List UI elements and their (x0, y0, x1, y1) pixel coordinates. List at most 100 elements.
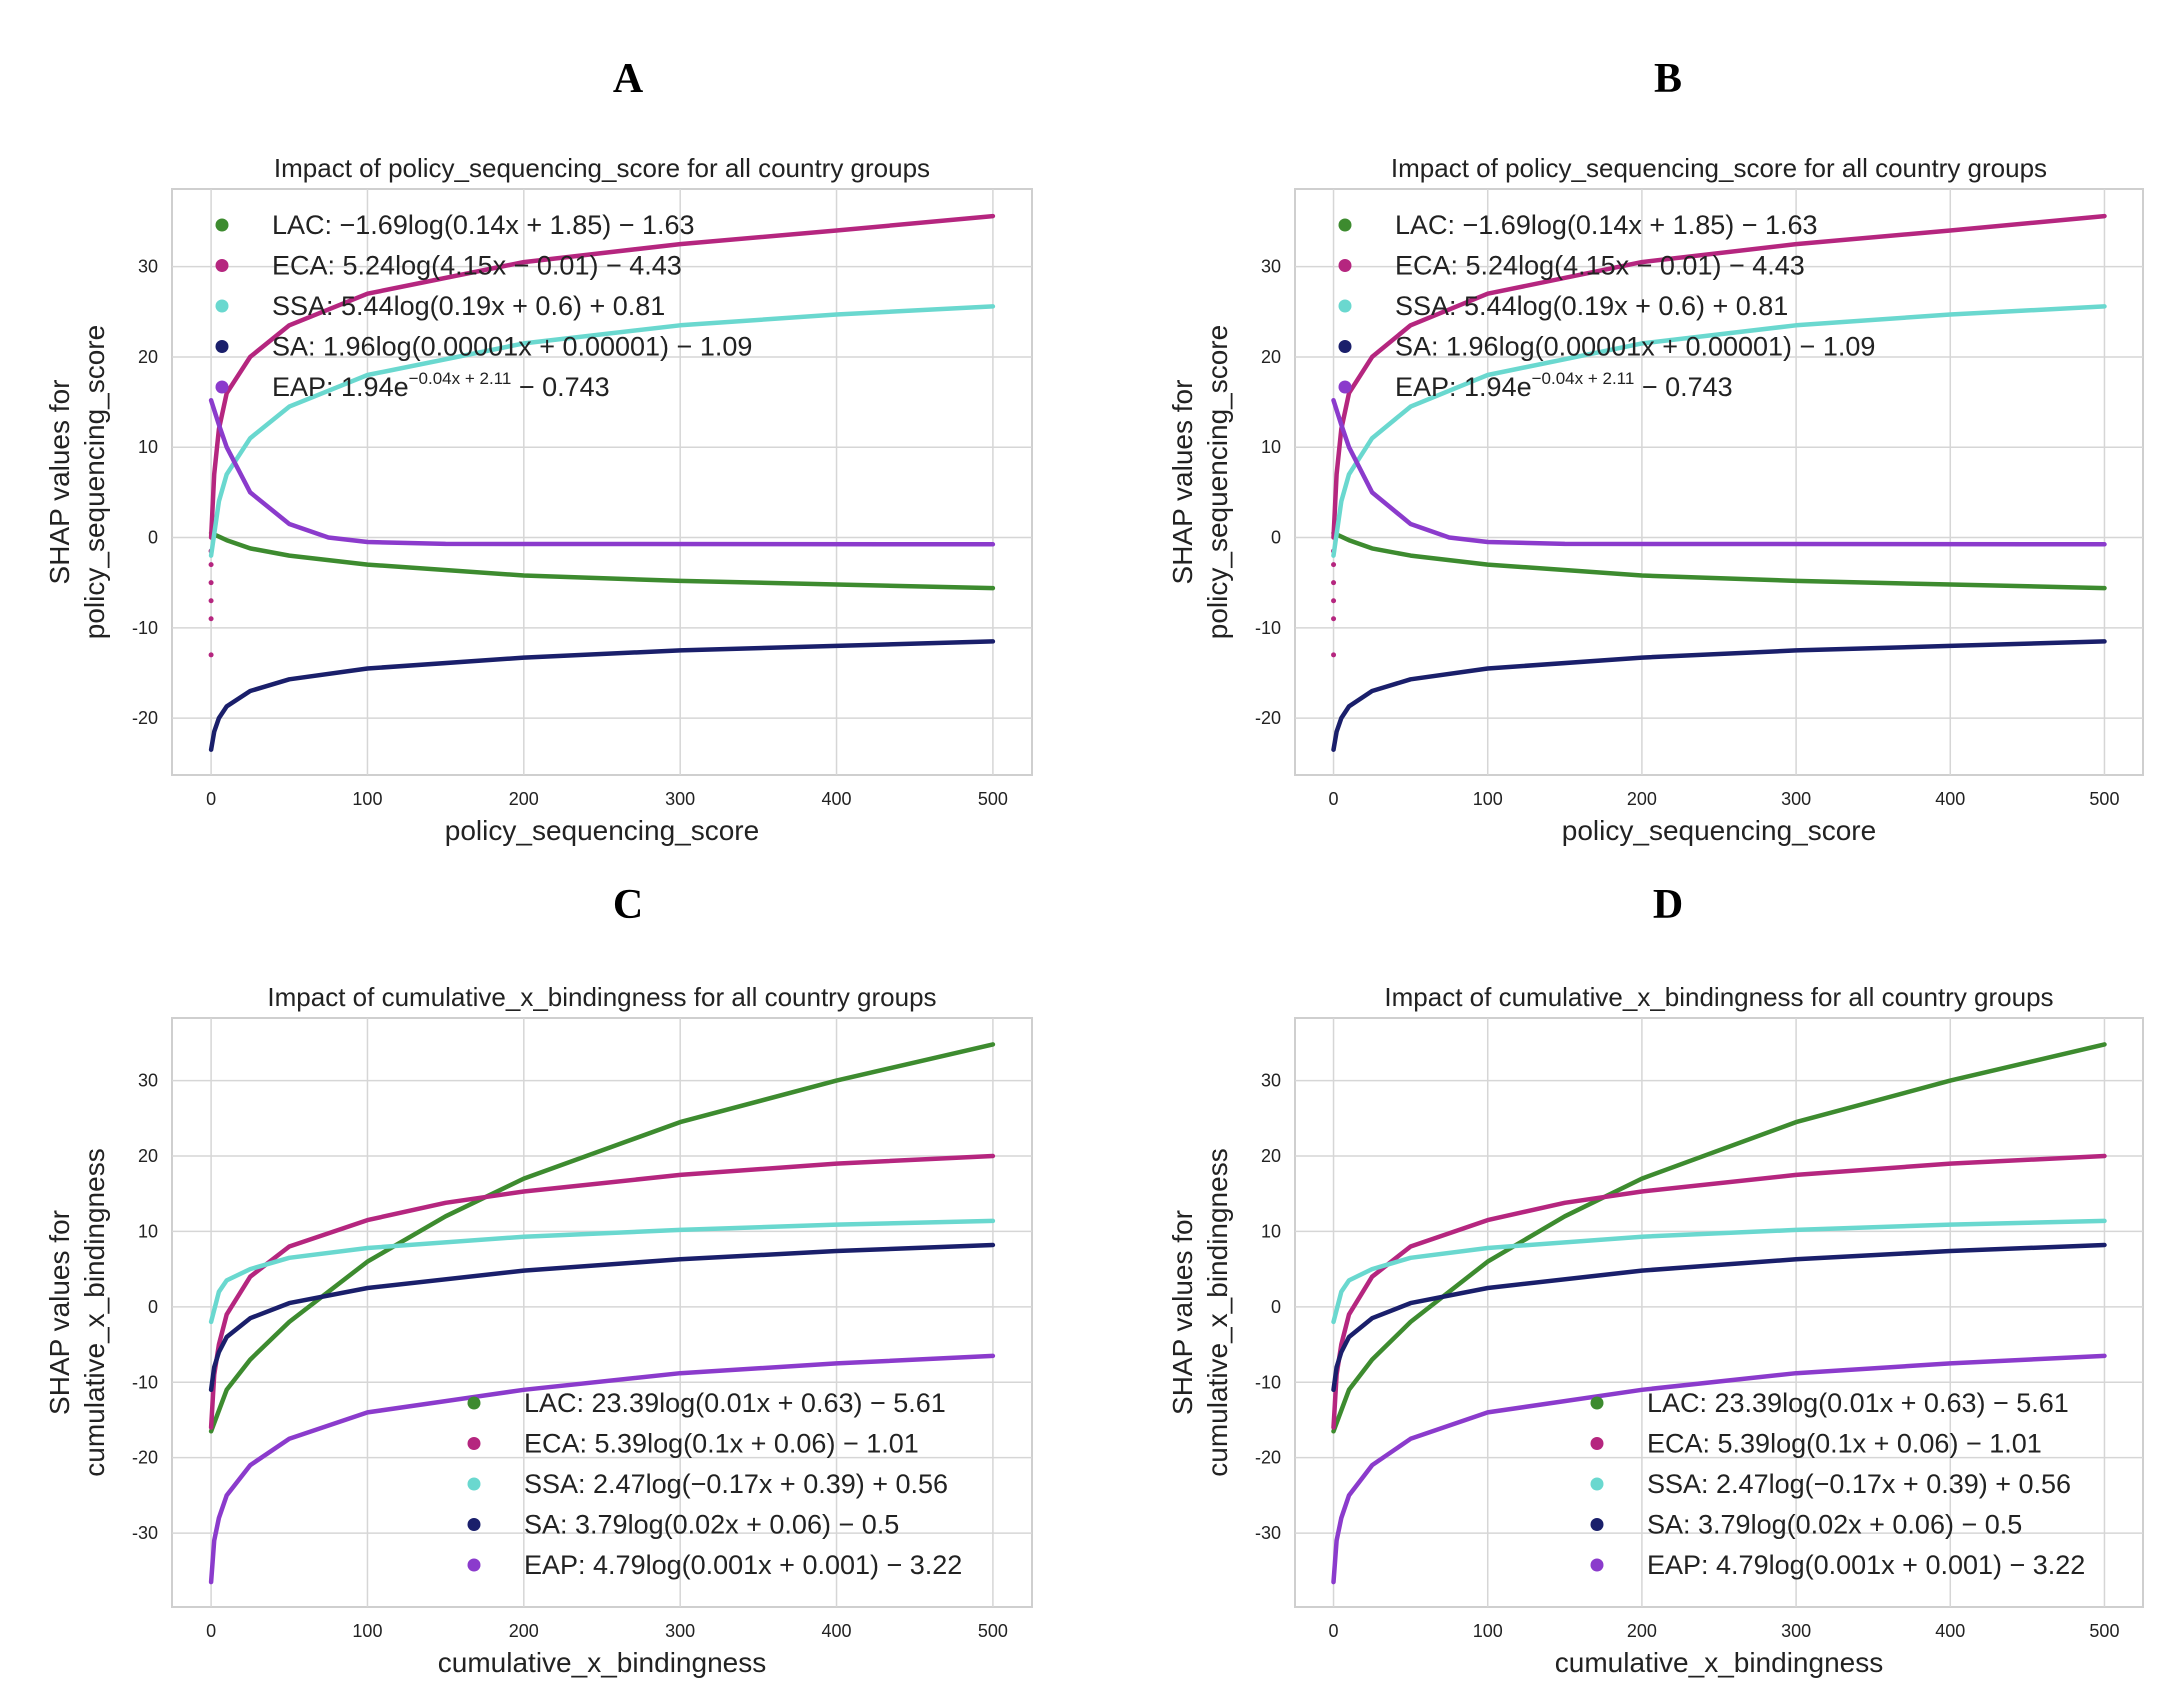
y-tick-label: -30 (132, 1523, 158, 1543)
legend-text: ECA: 5.24log(4.15x − 0.01) − 4.43 (272, 251, 682, 281)
x-tick-label: 300 (665, 1621, 695, 1641)
series-line-eap (1331, 1353, 2107, 1585)
legend-text: EAP: 4.79log(0.001x + 0.001) − 3.22 (524, 1550, 962, 1580)
chart-title: Impact of cumulative_x_bindingness for a… (267, 982, 936, 1012)
series-line-sa (1331, 1242, 2107, 1393)
legend-entry-ssa: SSA: 5.44log(0.19x + 0.6) + 0.81 (272, 291, 665, 321)
legend-marker-lac (467, 1396, 481, 1410)
series-line-sa (208, 639, 996, 752)
legend-entry-eca: ECA: 5.39log(0.1x + 0.06) − 1.01 (1647, 1429, 2042, 1459)
legend-entry-ssa: SSA: 2.47log(−0.17x + 0.39) + 0.56 (524, 1469, 948, 1499)
x-tick-label: 500 (978, 1621, 1008, 1641)
y-tick-label: -10 (1255, 618, 1281, 638)
legend-marker-lac (1338, 218, 1352, 232)
panel-letter: C (613, 882, 643, 928)
panel-c: C Impact of cumulative_x_bindingness for … (44, 882, 1033, 1678)
y-axis-label-line2: policy_sequencing_score (1202, 325, 1233, 639)
data-point-eca (208, 562, 214, 568)
series-line-eap (208, 1353, 996, 1585)
legend-marker-ssa (1338, 299, 1352, 313)
legend-entry-eap: EAP: 1.94e−0.04x + 2.11 − 0.743 (272, 369, 610, 402)
y-tick-label: 20 (138, 347, 158, 367)
x-tick-label: 200 (509, 1621, 539, 1641)
x-tick-label: 200 (509, 789, 539, 809)
legend-marker-ssa (215, 299, 229, 313)
x-tick-label: 500 (2089, 789, 2119, 809)
x-tick-label: 400 (1935, 1621, 1965, 1641)
legend-text: SA: 3.79log(0.02x + 0.06) − 0.5 (524, 1510, 899, 1540)
legend-entry-sa: SA: 1.96log(0.00001x + 0.00001) − 1.09 (1395, 332, 1875, 362)
series-line-lac (208, 1042, 996, 1434)
y-axis-label-line2: cumulative_x_bindingness (79, 1148, 110, 1476)
legend-text: EAP: 4.79log(0.001x + 0.001) − 3.22 (1647, 1550, 2085, 1580)
y-tick-label: -30 (1255, 1523, 1281, 1543)
legend-text: SSA: 5.44log(0.19x + 0.6) + 0.81 (1395, 291, 1788, 321)
data-point-eca (1331, 580, 1337, 586)
y-tick-label: 10 (1261, 1221, 1281, 1241)
legend-marker-eca (467, 1437, 481, 1450)
y-axis-label-line1: SHAP values for (1167, 1210, 1198, 1415)
y-tick-label: 0 (148, 528, 158, 548)
legend-text: ECA: 5.24log(4.15x − 0.01) − 4.43 (1395, 251, 1805, 281)
x-tick-label: 300 (1781, 789, 1811, 809)
x-tick-label: 100 (1473, 1621, 1503, 1641)
series-line-lac (208, 530, 996, 591)
series-line-ssa (1331, 1218, 2107, 1325)
legend-tail: − 0.743 (511, 372, 609, 402)
x-tick-label: 0 (1329, 789, 1339, 809)
legend-marker-eca (215, 259, 229, 272)
y-axis-label-line1: SHAP values for (1167, 380, 1198, 585)
legend-marker-lac (1590, 1396, 1604, 1410)
y-tick-label: 0 (1271, 528, 1281, 548)
legend-marker-eca (1338, 259, 1352, 272)
legend-entry-eap: EAP: 1.94e−0.04x + 2.11 − 0.743 (1395, 369, 1733, 402)
x-tick-label: 500 (978, 789, 1008, 809)
legend-entry-sa: SA: 3.79log(0.02x + 0.06) − 0.5 (1647, 1510, 2022, 1540)
panel-letter: D (1653, 882, 1683, 928)
legend-text: LAC: 23.39log(0.01x + 0.63) − 5.61 (524, 1388, 946, 1418)
series-line-eap (208, 398, 996, 547)
legend-text: LAC: −1.69log(0.14x + 1.85) − 1.63 (272, 210, 695, 240)
legend-text: ECA: 5.39log(0.1x + 0.06) − 1.01 (524, 1429, 919, 1459)
y-tick-label: 30 (138, 257, 158, 277)
series-line-ssa (208, 1218, 996, 1325)
x-tick-label: 300 (1781, 1621, 1811, 1641)
legend-text: LAC: 23.39log(0.01x + 0.63) − 5.61 (1647, 1388, 2069, 1418)
legend-text: SSA: 5.44log(0.19x + 0.6) + 0.81 (272, 291, 665, 321)
plot-area (1294, 1017, 2144, 1608)
panel-letter: A (613, 56, 644, 102)
x-tick-label: 300 (665, 789, 695, 809)
series-line-eca (208, 213, 996, 540)
y-axis-label-line2: cumulative_x_bindingness (1202, 1148, 1233, 1476)
panel-d: D Impact of cumulative_x_bindingness for … (1167, 882, 2144, 1678)
y-axis-label-line1: SHAP values for (44, 1210, 75, 1415)
legend-text: LAC: −1.69log(0.14x + 1.85) − 1.63 (1395, 210, 1818, 240)
y-axis-label-line2: policy_sequencing_score (79, 325, 110, 639)
chart-title: Impact of policy_sequencing_score for al… (274, 153, 930, 183)
data-point-eca (1331, 652, 1337, 658)
x-tick-label: 100 (352, 1621, 382, 1641)
series-line-ssa (1331, 304, 2107, 558)
chart-title: Impact of policy_sequencing_score for al… (1391, 153, 2047, 183)
y-tick-label: 30 (1261, 257, 1281, 277)
legend-entry-lac: LAC: 23.39log(0.01x + 0.63) − 5.61 (1647, 1388, 2069, 1418)
x-tick-label: 0 (206, 1621, 216, 1641)
legend-marker-sa (467, 1518, 481, 1531)
legend-marker-sa (215, 340, 229, 353)
y-tick-label: 30 (138, 1071, 158, 1091)
x-tick-label: 100 (352, 789, 382, 809)
legend-marker-lac (215, 218, 229, 232)
series-line-eca (1331, 213, 2107, 540)
x-tick-label: 0 (1329, 1621, 1339, 1641)
data-point-eca (208, 580, 214, 586)
chart-title: Impact of cumulative_x_bindingness for a… (1384, 982, 2053, 1012)
legend-entry-eap: EAP: 4.79log(0.001x + 0.001) − 3.22 (1647, 1550, 2085, 1580)
legend-entry-ssa: SSA: 5.44log(0.19x + 0.6) + 0.81 (1395, 291, 1788, 321)
y-tick-label: 20 (1261, 1146, 1281, 1166)
legend-entry-sa: SA: 1.96log(0.00001x + 0.00001) − 1.09 (272, 332, 752, 362)
y-tick-label: -20 (132, 1448, 158, 1468)
x-tick-label: 100 (1473, 789, 1503, 809)
y-tick-label: -20 (132, 708, 158, 728)
y-tick-label: -10 (1255, 1372, 1281, 1392)
